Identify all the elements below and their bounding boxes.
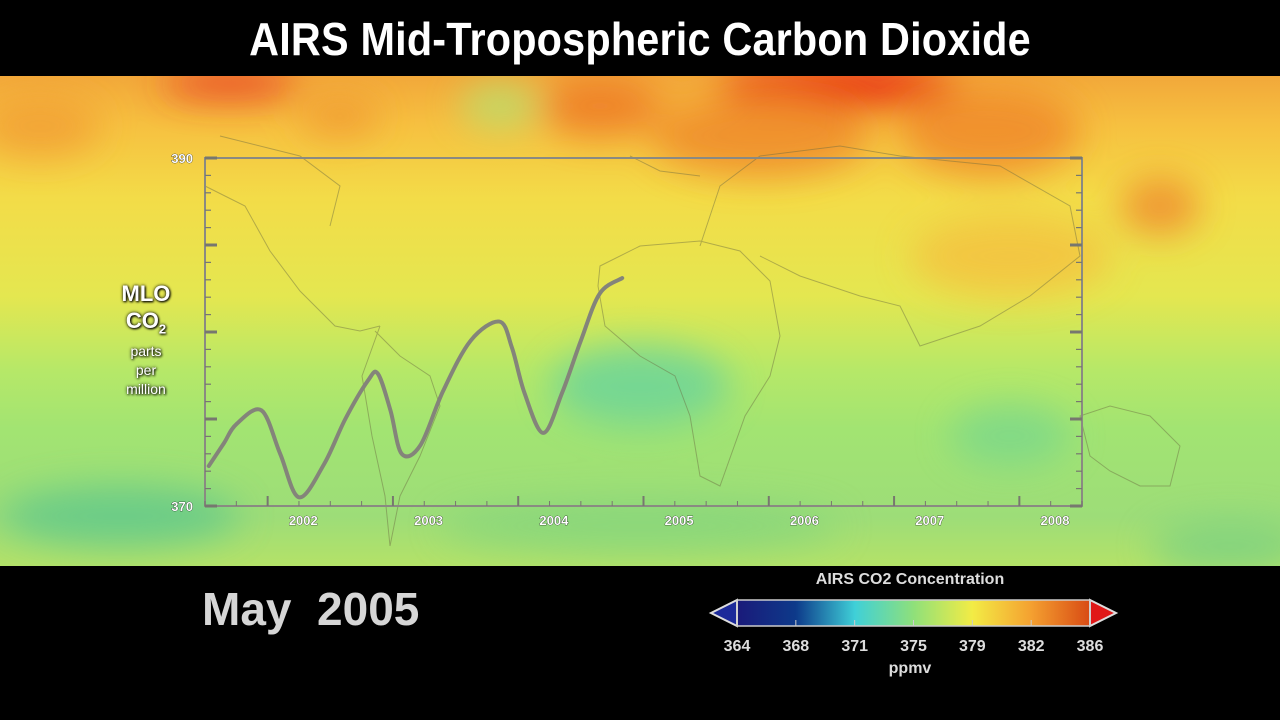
plot-frame	[204, 157, 1083, 507]
y-label-per: per	[135, 362, 157, 379]
colorbar-tick-label: 379	[959, 638, 986, 655]
co2-series-point	[400, 453, 403, 455]
colorbar-segment	[1031, 600, 1091, 626]
x-tick-label: 2003	[414, 513, 443, 528]
x-tick-label: 2008	[1041, 513, 1070, 528]
x-tick-label: 2007	[915, 513, 944, 528]
y-label-million: million	[126, 381, 166, 398]
co2-series-point	[542, 432, 545, 434]
co2-series-point	[498, 320, 501, 323]
y-label-subscript: 2	[158, 321, 167, 337]
y-label-parts: parts	[130, 343, 162, 360]
colorbar-segment	[737, 600, 797, 626]
colorbar-tick-label: 382	[1018, 638, 1045, 655]
co2-series-point	[344, 418, 347, 420]
x-tick-label: 2002	[289, 513, 318, 528]
y-label-mlo: MLO	[121, 281, 171, 306]
colorbar-frame	[736, 599, 1091, 627]
co2-series-point	[367, 379, 369, 382]
colorbar-tick-label: 364	[724, 638, 751, 655]
co2-series-point	[377, 372, 379, 375]
colorbar-unit: ppmv	[888, 660, 932, 677]
x-tick-label: 2005	[665, 513, 694, 528]
co2-series-point	[222, 442, 225, 445]
colorbar-segment	[795, 600, 856, 626]
colorbar-tick-label: 386	[1077, 638, 1104, 655]
co2-series-point	[580, 339, 582, 342]
colorbar-segment	[913, 600, 973, 626]
colorbar-high-arrow	[1089, 598, 1119, 628]
co2-series-point	[511, 346, 513, 349]
co2-series-point	[469, 339, 472, 342]
co2-series-point	[561, 392, 563, 394]
co2-series-point	[323, 463, 325, 466]
y-axis-label: MLO CO2 parts per million	[96, 280, 196, 399]
y-tick-label: 370	[171, 499, 193, 514]
y-tick-label: 390	[171, 151, 193, 166]
y-label-co: CO	[125, 308, 159, 333]
page-title: AIRS Mid-Tropospheric Carbon Dioxide	[249, 13, 1031, 65]
co2-series-point	[235, 423, 238, 426]
colorbar-low-arrow	[708, 598, 738, 628]
co2-series-point	[523, 392, 526, 394]
mlo-co2-chart: 390 370 2002 2003 2004 2005 2006 2007 2008	[171, 151, 1083, 528]
colorbar-segment	[972, 600, 1032, 626]
colorbar-title: AIRS CO2 Concentration	[815, 571, 1005, 588]
x-tick-label: 2004	[539, 513, 569, 528]
co2-series-point	[621, 277, 624, 279]
date-label: May 2005	[202, 583, 420, 635]
co2-series-point	[442, 390, 444, 392]
colorbar-tick-label: 375	[900, 638, 927, 655]
x-tick-label: 2006	[790, 513, 819, 528]
co2-series-line	[206, 276, 625, 500]
colorbar-tick-label: 371	[841, 638, 868, 655]
co2-series-point	[389, 409, 392, 412]
colorbar-tick-label: 368	[782, 638, 809, 655]
colorbar-segment	[854, 600, 914, 626]
co2-series-point	[598, 292, 601, 295]
co2-series-point	[419, 444, 422, 446]
co2-series-point	[279, 453, 281, 455]
co2-map: 390 370 2002 2003 2004 2005 2006 2007 2008	[0, 76, 1280, 566]
co2-series-point	[207, 465, 210, 467]
co2-series-point	[298, 496, 300, 499]
co2-series-point	[260, 409, 263, 412]
